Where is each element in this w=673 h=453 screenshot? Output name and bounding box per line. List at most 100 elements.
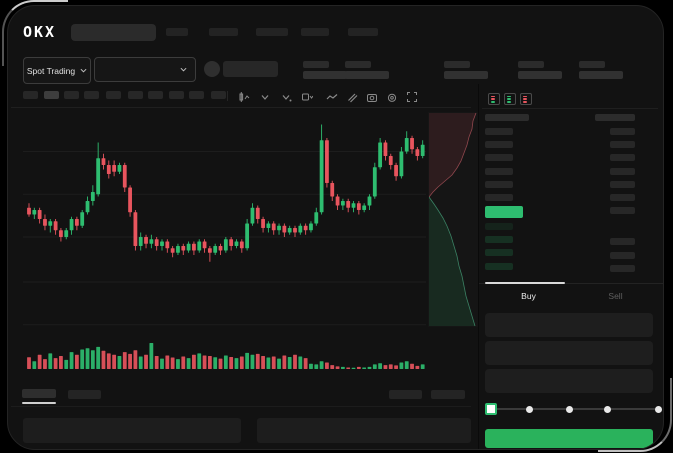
open-orders-panel-placeholder	[23, 418, 241, 443]
timeframe-button-placeholder[interactable]	[64, 91, 79, 99]
stat-value-placeholder	[345, 71, 389, 79]
bottom-divider	[11, 406, 471, 407]
ask-price-placeholder[interactable]	[485, 194, 513, 201]
bid-price-placeholder[interactable]	[485, 249, 513, 257]
interval-chevron-icon[interactable]	[280, 90, 292, 102]
chevron-down-icon	[180, 67, 187, 72]
timeframe-button-placeholder[interactable]	[44, 91, 59, 99]
ask-price-placeholder[interactable]	[485, 141, 513, 149]
ask-amount-placeholder	[610, 194, 635, 201]
book-bids-icon[interactable]	[504, 93, 516, 105]
bid-price-placeholder[interactable]	[485, 223, 513, 230]
tab-buy[interactable]: Buy	[521, 291, 536, 301]
bottom-action-placeholder[interactable]	[389, 390, 422, 399]
orderbook-amount-header-placeholder	[595, 114, 635, 121]
orderbook-price-header-placeholder	[485, 114, 529, 121]
bid-price-placeholder[interactable]	[485, 262, 513, 270]
bottom-action-placeholder[interactable]	[431, 390, 465, 399]
nav-item-placeholder[interactable]	[166, 28, 188, 36]
nav-item-placeholder[interactable]	[348, 28, 378, 36]
ask-price-placeholder[interactable]	[485, 154, 513, 162]
camera-icon[interactable]	[366, 90, 378, 102]
market-type-label: Spot Trading	[26, 65, 76, 76]
bid-amount-placeholder	[610, 238, 635, 245]
ask-amount-placeholder	[610, 141, 635, 149]
active-tab-indicator	[485, 282, 565, 284]
timeframe-button-placeholder[interactable]	[128, 91, 143, 99]
candlestick-chart[interactable]	[23, 111, 426, 373]
settings-gear-icon[interactable]	[386, 90, 398, 102]
bottom-tab-underline	[22, 402, 56, 404]
bid-amount-placeholder	[610, 265, 635, 272]
bottom-tab-placeholder[interactable]	[68, 390, 101, 399]
order-price-input[interactable]	[485, 313, 653, 337]
bid-amount-placeholder	[610, 251, 635, 259]
order-amount-input[interactable]	[485, 341, 653, 365]
book-asks-icon[interactable]	[520, 93, 532, 105]
ask-price-placeholder[interactable]	[485, 180, 513, 188]
pair-icon-avatar	[204, 61, 220, 77]
candle-style-chevron-icon[interactable]	[259, 90, 271, 102]
ask-amount-placeholder	[610, 180, 635, 188]
stat-label-placeholder	[444, 61, 470, 68]
pair-selector-dropdown[interactable]	[94, 57, 196, 82]
stat-label-placeholder	[579, 61, 605, 68]
stat-value-placeholder	[579, 71, 623, 79]
order-history-panel-placeholder	[257, 418, 471, 443]
ask-amount-placeholder	[610, 128, 635, 135]
ask-price-placeholder[interactable]	[485, 128, 513, 135]
nav-item-placeholder[interactable]	[209, 28, 238, 36]
stat-label-placeholder	[345, 61, 371, 68]
stat-value-placeholder	[303, 71, 347, 79]
stat-label-placeholder	[518, 61, 544, 68]
tab-sell[interactable]: Sell	[608, 291, 623, 301]
pair-name-placeholder	[223, 61, 278, 77]
timeframe-button-placeholder[interactable]	[211, 91, 226, 99]
search-input[interactable]	[71, 24, 156, 41]
okx-logo: OKX	[23, 23, 57, 41]
order-total-input[interactable]	[485, 369, 653, 393]
depth-profile-chart[interactable]	[429, 113, 478, 326]
timeframe-button-placeholder[interactable]	[148, 91, 163, 99]
slider-stop-dot[interactable]	[604, 405, 612, 413]
last-price-highlight	[485, 206, 523, 218]
ask-price-placeholder[interactable]	[485, 167, 513, 175]
stat-value-placeholder	[518, 71, 562, 79]
display-box-chevron-icon[interactable]	[301, 90, 314, 102]
timeframe-button-placeholder[interactable]	[169, 91, 184, 99]
stat-label-placeholder	[303, 61, 329, 68]
toolbar-underline	[11, 107, 471, 108]
depth-profile-bg	[428, 112, 479, 327]
ask-amount-placeholder	[610, 167, 635, 175]
chevron-down-icon	[80, 68, 87, 73]
trading-app-window: OKX Spot Trading Buy Sell	[7, 5, 664, 450]
nav-item-placeholder[interactable]	[256, 28, 288, 36]
book-split-icon[interactable]	[488, 93, 500, 105]
market-type-dropdown[interactable]: Spot Trading	[23, 57, 91, 84]
candle-style-icon[interactable]	[238, 90, 250, 102]
slider-handle[interactable]	[485, 403, 497, 415]
timeframe-button-placeholder[interactable]	[23, 91, 38, 99]
slider-stop-dot[interactable]	[525, 405, 533, 413]
ask-amount-placeholder	[610, 154, 635, 162]
bid-price-placeholder[interactable]	[485, 236, 513, 244]
fullscreen-icon[interactable]	[406, 90, 418, 102]
trade-panel-divider	[479, 283, 663, 284]
buy-submit-button[interactable]	[485, 429, 653, 448]
orderbook-top-divider	[482, 108, 658, 109]
timeframe-button-placeholder[interactable]	[84, 91, 99, 99]
bottom-tab-active-placeholder[interactable]	[22, 389, 56, 398]
draw-pencil-icon[interactable]	[346, 90, 358, 103]
slider-stop-dot[interactable]	[565, 405, 573, 413]
nav-item-placeholder[interactable]	[301, 28, 329, 36]
slider-stop-dot[interactable]	[654, 405, 662, 413]
right-panel-divider	[478, 84, 479, 449]
toolbar-divider	[227, 91, 228, 101]
timeframe-button-placeholder[interactable]	[106, 91, 121, 99]
amount-slider-track[interactable]	[491, 408, 658, 410]
line-chart-icon[interactable]	[326, 90, 338, 102]
ask-amount-placeholder	[610, 207, 635, 215]
stat-value-placeholder	[444, 71, 488, 79]
timeframe-button-placeholder[interactable]	[189, 91, 204, 99]
